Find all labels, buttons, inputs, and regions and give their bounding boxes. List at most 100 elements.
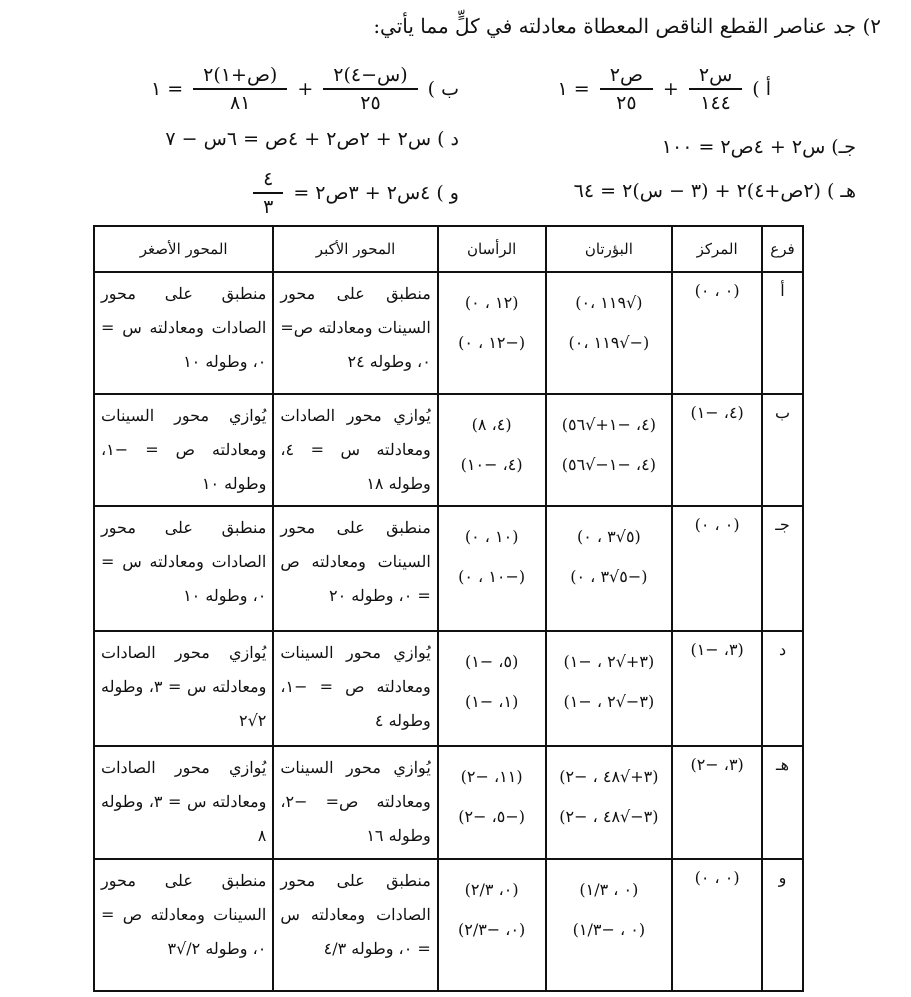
minor-axis-cell: يُوازي محور السينات ومعادلته ص = −١، وطو… xyxy=(92,393,275,507)
branch-label: أ xyxy=(780,281,785,300)
vertices-cell: (٥، −١) (١، −١) xyxy=(436,630,547,747)
numerator: ٤ xyxy=(253,166,284,194)
vertex-1: (١٢ ، ٠) xyxy=(464,293,519,312)
table-row: ب (٤، −١) (٤، −١+√٥٦) (٤، −١−√٥٦) (٤، ٨) (٤، … xyxy=(92,393,804,507)
foci-cell: (٣+√٤٨ ، −٢) (٣−√٤٨ ، −٢) xyxy=(544,745,674,860)
center-cell: (٠ ، ٠) xyxy=(671,271,764,395)
equation-label: و ) xyxy=(436,182,459,204)
major-axis-cell: يُوازي محور السينات ومعادلته ص= −٢، وطول… xyxy=(272,745,439,860)
minor-axis-text: منطبق على محور السينات ومعادلته ص = ٠، و… xyxy=(101,871,267,958)
major-axis-text: منطبق على محور السينات ومعادلته ص = ٠، و… xyxy=(280,518,431,605)
focus-1: (٣+√٢ ، −١) xyxy=(563,652,655,671)
table-row: جـ (٠ ، ٠) (٥√٣ ، ٠) (−٥√٣ ، ٠) (١٠ ، ٠) (−١٠… xyxy=(92,505,804,632)
rhs: = ١ xyxy=(150,78,184,100)
center-cell: (٤، −١) xyxy=(671,393,764,507)
expression: (٢ص+٤)٢ + (٣ − س)٢ = ٦٤ xyxy=(573,180,821,202)
branch-label: هـ xyxy=(775,755,790,774)
foci-cell: (√١١٩ ،٠) (−√١١٩ ،٠) xyxy=(544,271,674,395)
numerator: ص٢ xyxy=(599,62,653,90)
denominator: ١٤٤ xyxy=(700,92,731,114)
equation-b: ب ) (س−٤)٢ ٢٥ + (ص+١)٢ ٨١ = ١ xyxy=(151,62,459,116)
equation-d: د ) س٢ + ٢ص٢ + ٤ص = ٦س − ٧ xyxy=(165,128,459,150)
center-value: (٠ ، ٠) xyxy=(694,515,740,534)
table-row: و (٠ ، ٠) (٠ ، ١/٣) (٠ ، −١/٣) (٠، ٢/٣) (٠، −… xyxy=(92,858,804,992)
center-value: (٣، −٢) xyxy=(690,755,744,774)
expression: ٤س٢ + ٣ص٢ = xyxy=(293,182,431,204)
vertices-cell: (١٠ ، ٠) (−١٠ ، ٠) xyxy=(436,505,547,632)
equation-c: جـ) س٢ + ٤ص٢ = ١٠٠ xyxy=(662,136,856,158)
center-value: (٣، −١) xyxy=(690,640,744,659)
branch-cell: جـ xyxy=(761,505,804,632)
focus-2: (٠ ، −١/٣) xyxy=(572,920,646,939)
branch-label: د xyxy=(778,640,787,659)
foci-cell: (٣+√٢ ، −١) (٣−√٢ ، −١) xyxy=(544,630,674,747)
minor-axis-cell: منطبق على محور الصادات ومعادلته س = ٠، و… xyxy=(92,271,275,395)
denominator: ٢٥ xyxy=(360,92,381,114)
rhs: = ١ xyxy=(557,78,590,100)
vertex-2: (−١٠ ، ٠) xyxy=(458,567,526,586)
major-axis-text: منطبق على محور السينات ومعادلته ص= ٠، وط… xyxy=(280,284,431,371)
numerator: (س−٤)٢ xyxy=(323,62,418,90)
minor-axis-cell: منطبق على محور الصادات ومعادلته س = ٠، و… xyxy=(92,505,275,632)
equation-label: جـ) xyxy=(831,136,856,158)
table-header-row: فرع المركز البؤرتان الرأسان المحور الأكب… xyxy=(92,225,804,273)
branch-label: جـ xyxy=(775,515,790,534)
major-axis-text: يُوازي محور السينات ومعادلته ص = −١، وطو… xyxy=(280,643,431,730)
fraction: ص٢ ٢٥ xyxy=(599,62,653,116)
vertices-cell: (٠، ٢/٣) (٠، −٢/٣) xyxy=(436,858,547,992)
center-cell: (٠ ، ٠) xyxy=(671,858,764,992)
vertices-cell: (١١، −٢) (−٥، −٢) xyxy=(436,745,547,860)
vertex-1: (٤، ٨) xyxy=(471,415,512,434)
table-row: د (٣، −١) (٣+√٢ ، −١) (٣−√٢ ، −١) (٥، −١) (١،… xyxy=(92,630,804,747)
major-axis-cell: منطبق على محور السينات ومعادلته ص= ٠، وط… xyxy=(272,271,439,395)
branch-cell: د xyxy=(761,630,804,747)
equation-a: أ ) س٢ ١٤٤ + ص٢ ٢٥ = ١ xyxy=(558,62,771,116)
equation-label: د ) xyxy=(437,128,459,150)
denominator: ٢٥ xyxy=(616,92,637,114)
center-cell: (٠ ، ٠) xyxy=(671,505,764,632)
plus: + xyxy=(662,78,679,100)
vertex-1: (٠، ٢/٣) xyxy=(464,880,519,899)
focus-2: (−√١١٩ ،٠) xyxy=(568,333,650,352)
vertex-1: (٥، −١) xyxy=(464,652,519,671)
expression: س٢ + ٤ص٢ = ١٠٠ xyxy=(661,136,826,158)
vertex-1: (١١، −٢) xyxy=(460,767,523,786)
vertex-2: (٤، −١٠) xyxy=(460,455,523,474)
minor-axis-cell: يُوازي محور الصادات ومعادلته س = ٣، وطول… xyxy=(92,745,275,860)
minor-axis-cell: منطبق على محور السينات ومعادلته ص = ٠، و… xyxy=(92,858,275,992)
vertices-cell: (٤، ٨) (٤، −١٠) xyxy=(436,393,547,507)
header-branch: فرع xyxy=(761,225,804,273)
focus-1: (٥√٣ ، ٠) xyxy=(576,527,641,546)
denominator: ٣ xyxy=(263,196,274,218)
vertex-2: (٠، −٢/٣) xyxy=(457,920,526,939)
vertex-2: (−١٢ ، ٠) xyxy=(458,333,526,352)
vertex-2: (١، −١) xyxy=(464,692,519,711)
minor-axis-text: منطبق على محور الصادات ومعادلته س = ٠، و… xyxy=(101,284,267,371)
branch-cell: ب xyxy=(761,393,804,507)
major-axis-cell: منطبق على محور الصادات ومعادلته س = ٠، و… xyxy=(272,858,439,992)
focus-1: (٤، −١+√٥٦) xyxy=(561,415,656,434)
minor-axis-text: يُوازي محور السينات ومعادلته ص = −١، وطو… xyxy=(101,406,267,493)
center-cell: (٣، −١) xyxy=(671,630,764,747)
branch-cell: أ xyxy=(761,271,804,395)
fraction: س٢ ١٤٤ xyxy=(688,62,743,116)
minor-axis-text: يُوازي محور الصادات ومعادلته س = ٣، وطول… xyxy=(101,643,267,730)
numerator: س٢ xyxy=(688,62,743,90)
minor-axis-text: يُوازي محور الصادات ومعادلته س = ٣، وطول… xyxy=(101,758,267,845)
vertex-1: (١٠ ، ٠) xyxy=(464,527,519,546)
denominator: ٨١ xyxy=(230,92,251,114)
header-center: المركز xyxy=(671,225,764,273)
minor-axis-cell: يُوازي محور الصادات ومعادلته س = ٣، وطول… xyxy=(92,630,275,747)
foci-cell: (٤، −١+√٥٦) (٤، −١−√٥٦) xyxy=(544,393,674,507)
major-axis-text: يُوازي محور السينات ومعادلته ص= −٢، وطول… xyxy=(280,758,431,845)
table-row: أ (٠ ، ٠) (√١١٩ ،٠) (−√١١٩ ،٠) (١٢ ، ٠) (−١٢ … xyxy=(92,271,804,395)
branch-label: و xyxy=(778,868,787,887)
focus-2: (٤، −١−√٥٦) xyxy=(561,455,656,474)
header-minor-axis: المحور الأصغر xyxy=(92,225,275,273)
foci-cell: (٠ ، ١/٣) (٠ ، −١/٣) xyxy=(544,858,674,992)
branch-cell: هـ xyxy=(761,745,804,860)
focus-1: (٣+√٤٨ ، −٢) xyxy=(559,767,659,786)
equation-label: ب ) xyxy=(427,78,459,100)
minor-axis-text: منطبق على محور الصادات ومعادلته س = ٠، و… xyxy=(101,518,267,605)
